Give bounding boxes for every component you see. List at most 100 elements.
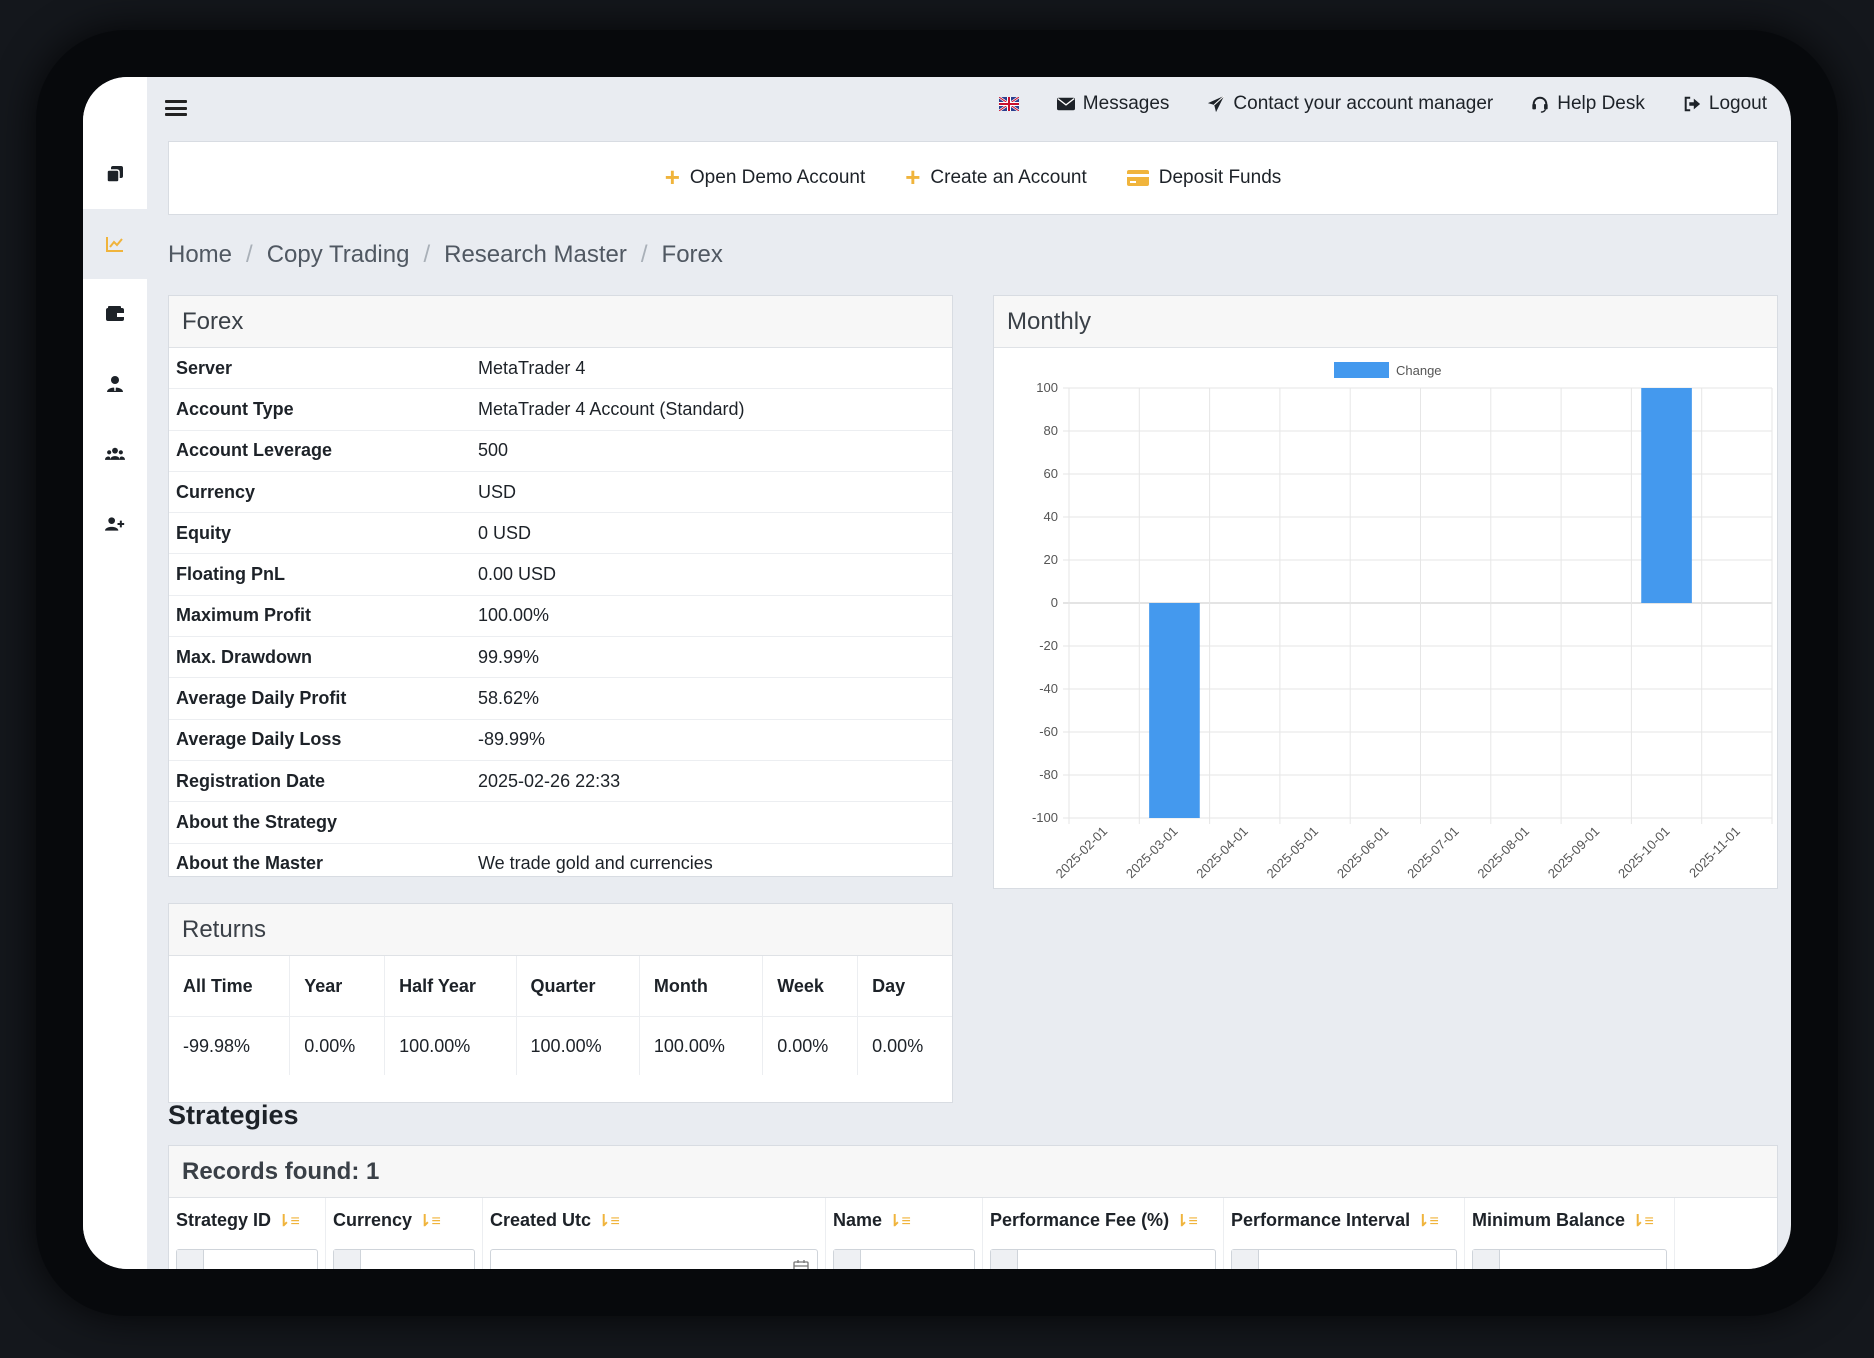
info-key: About the Strategy bbox=[176, 811, 338, 832]
help-desk-link[interactable]: Help Desk bbox=[1531, 93, 1645, 115]
headset-icon bbox=[1532, 96, 1548, 113]
info-row: Maximum Profit 100.00% bbox=[169, 596, 952, 638]
y-tick-label: -20 bbox=[1039, 638, 1058, 653]
uk-flag-icon[interactable] bbox=[998, 97, 1019, 111]
sort-icon[interactable]: ⇂≡ bbox=[1175, 1212, 1198, 1230]
sidebar bbox=[83, 77, 147, 1269]
column-header-performance-interval[interactable]: Performance Interval ⇂≡ bbox=[1224, 1198, 1465, 1243]
sort-icon[interactable]: ⇂≡ bbox=[1416, 1212, 1439, 1230]
breadcrumb-separator: / bbox=[640, 241, 648, 268]
messages-link[interactable]: Messages bbox=[1056, 93, 1170, 115]
info-row: About the Strategy bbox=[169, 802, 952, 844]
info-row: Account Type MetaTrader 4 Account (Standa… bbox=[169, 389, 952, 431]
logout-label: Logout bbox=[1708, 93, 1767, 114]
info-key: Equity bbox=[176, 522, 232, 543]
column-header-performance-fee[interactable]: Performance Fee (%) ⇂≡ bbox=[983, 1198, 1224, 1243]
filter-created-utc[interactable] bbox=[483, 1243, 826, 1269]
info-row: Floating PnL 0.00 USD bbox=[169, 554, 952, 596]
y-tick-label: 80 bbox=[1044, 423, 1058, 438]
filter-performance-fee[interactable] bbox=[983, 1243, 1224, 1269]
quick-actions-bar: + Open Demo Account + Create an Account … bbox=[168, 141, 1778, 215]
contact-manager-link[interactable]: Contact your account manager bbox=[1207, 93, 1493, 115]
envelope-icon bbox=[1056, 97, 1075, 111]
sort-icon[interactable]: ⇂≡ bbox=[1631, 1212, 1654, 1230]
info-key: Registration Date bbox=[176, 770, 326, 791]
breadcrumb-home[interactable]: Home bbox=[168, 241, 233, 268]
y-tick-label: 0 bbox=[1051, 595, 1058, 610]
returns-card-title: Returns bbox=[169, 904, 952, 956]
monthly-card-title: Monthly bbox=[994, 296, 1777, 348]
sort-icon[interactable]: ⇂≡ bbox=[277, 1212, 300, 1230]
y-tick-label: 60 bbox=[1044, 466, 1058, 481]
info-row: Server MetaTrader 4 bbox=[169, 348, 952, 390]
column-label: Performance Fee (%) bbox=[990, 1210, 1170, 1230]
open-demo-account-label: Open Demo Account bbox=[689, 167, 866, 188]
user-plus-icon bbox=[105, 517, 125, 531]
records-found: Records found: 1 bbox=[169, 1146, 1777, 1198]
strategies-heading: Strategies bbox=[168, 1100, 299, 1130]
x-tick-label: 2025-02-01 bbox=[1053, 824, 1111, 882]
returns-value: 100.00% bbox=[384, 1016, 517, 1075]
create-account-button[interactable]: + Create an Account bbox=[905, 164, 1087, 190]
sidebar-item-wallet[interactable] bbox=[83, 279, 147, 349]
breadcrumb: Home / Copy Trading / Research Master / … bbox=[168, 241, 723, 269]
sidebar-item-accounts[interactable] bbox=[83, 139, 147, 209]
info-row: Registration Date 2025-02-26 22:33 bbox=[169, 761, 952, 803]
filter-name[interactable] bbox=[826, 1243, 983, 1269]
paper-plane-icon bbox=[1208, 95, 1225, 113]
breadcrumb-research-master[interactable]: Research Master bbox=[444, 241, 627, 268]
open-demo-account-button[interactable]: + Open Demo Account bbox=[665, 164, 866, 190]
filter-currency[interactable] bbox=[326, 1243, 483, 1269]
returns-value: -99.98% bbox=[169, 1016, 291, 1075]
info-key: Average Daily Loss bbox=[176, 729, 342, 750]
column-header-created-utc[interactable]: Created Utc ⇂≡ bbox=[483, 1198, 826, 1243]
strategies-header-row: Strategy ID ⇂≡ Currency ⇂≡ Created Utc ⇂≡ N… bbox=[169, 1198, 1777, 1243]
sort-icon[interactable]: ⇂≡ bbox=[888, 1212, 911, 1230]
returns-value: 0.00% bbox=[762, 1016, 859, 1075]
breadcrumb-forex: Forex bbox=[661, 241, 723, 268]
filter-performance-interval[interactable] bbox=[1224, 1243, 1465, 1269]
column-label: Created Utc bbox=[490, 1210, 592, 1230]
sort-icon[interactable]: ⇂≡ bbox=[597, 1212, 620, 1230]
sidebar-item-profile[interactable] bbox=[83, 349, 147, 419]
info-key: Max. Drawdown bbox=[176, 646, 313, 667]
sidebar-item-copy-trading[interactable] bbox=[83, 209, 147, 279]
contact-manager-label: Contact your account manager bbox=[1233, 93, 1494, 114]
logout-link[interactable]: Logout bbox=[1683, 93, 1767, 115]
filter-strategy-id[interactable] bbox=[169, 1243, 326, 1269]
menu-toggle-icon[interactable] bbox=[165, 97, 187, 119]
returns-table: All Time Year Half Year Quarter Month We… bbox=[169, 956, 952, 1075]
forex-card-title: Forex bbox=[169, 296, 952, 348]
column-label: Performance Interval bbox=[1231, 1210, 1411, 1230]
breadcrumb-separator: / bbox=[246, 241, 253, 268]
info-key: Maximum Profit bbox=[176, 605, 312, 626]
returns-header-row: All Time Year Half Year Quarter Month We… bbox=[169, 956, 952, 1017]
returns-header: Quarter bbox=[516, 956, 640, 1017]
filter-minimum-balance[interactable] bbox=[1465, 1243, 1675, 1269]
returns-value: 100.00% bbox=[639, 1016, 764, 1075]
column-header-name[interactable]: Name ⇂≡ bbox=[826, 1198, 983, 1243]
user-tie-icon bbox=[107, 376, 123, 392]
info-key: Average Daily Profit bbox=[176, 688, 347, 709]
info-row: Average Daily Loss -89.99% bbox=[169, 720, 952, 761]
calendar-icon[interactable] bbox=[793, 1259, 809, 1269]
column-header-strategy-id[interactable]: Strategy ID ⇂≡ bbox=[169, 1198, 326, 1243]
credit-card-icon bbox=[1126, 170, 1149, 186]
create-account-label: Create an Account bbox=[930, 167, 1087, 188]
messages-label: Messages bbox=[1082, 93, 1170, 114]
info-key: Server bbox=[176, 357, 233, 378]
info-row: Account Leverage 500 bbox=[169, 431, 952, 472]
column-header-minimum-balance[interactable]: Minimum Balance ⇂≡ bbox=[1465, 1198, 1675, 1243]
help-desk-label: Help Desk bbox=[1557, 93, 1645, 114]
column-label: Name bbox=[833, 1210, 883, 1230]
sidebar-item-add-user[interactable] bbox=[83, 489, 147, 559]
column-header-currency[interactable]: Currency ⇂≡ bbox=[326, 1198, 483, 1243]
sort-icon[interactable]: ⇂≡ bbox=[418, 1212, 441, 1230]
deposit-funds-button[interactable]: Deposit Funds bbox=[1126, 167, 1281, 189]
info-row: Currency USD bbox=[169, 472, 952, 514]
sidebar-item-clients[interactable] bbox=[83, 419, 147, 489]
returns-header: Month bbox=[639, 956, 764, 1017]
info-value: 2025-02-26 22:33 bbox=[478, 770, 621, 791]
breadcrumb-copy-trading[interactable]: Copy Trading bbox=[266, 241, 410, 268]
